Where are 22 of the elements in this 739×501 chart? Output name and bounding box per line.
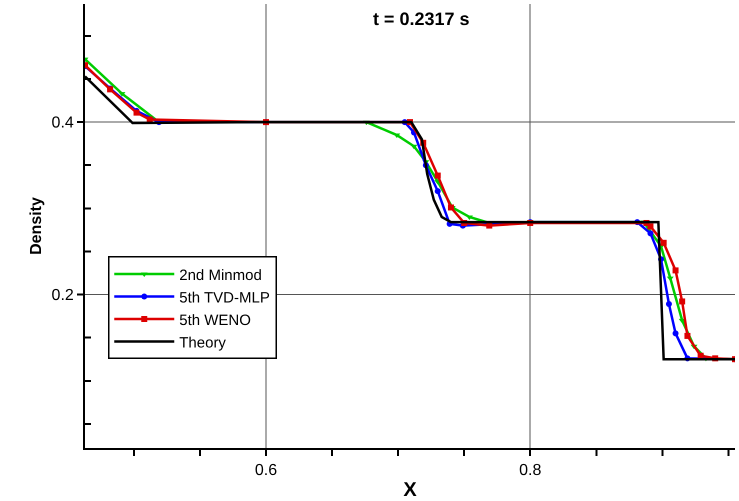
x-tick-label: 0.8	[519, 462, 542, 480]
point	[434, 172, 441, 179]
point	[118, 92, 126, 97]
y-tick-label: 0.2	[52, 287, 74, 304]
x-tick-label: 0.6	[254, 462, 278, 480]
point	[666, 301, 672, 308]
chart-title: t = 0.2317 s	[372, 9, 470, 30]
point	[672, 330, 679, 336]
point	[434, 188, 441, 194]
legend-label: 5th TVD-MLP	[179, 289, 270, 306]
point	[660, 240, 667, 246]
point	[684, 332, 690, 339]
point	[647, 223, 654, 230]
legend-label: Theory	[179, 334, 226, 352]
x-axis-title: X	[403, 479, 418, 501]
point	[679, 298, 686, 304]
point	[647, 230, 654, 236]
point	[672, 267, 679, 274]
legend-label: 5th WENO	[179, 312, 251, 329]
legend-label: 2nd Minmod	[179, 266, 262, 284]
y-tick-label: 0.4	[52, 114, 74, 132]
y-axis-title: Density	[28, 197, 45, 255]
